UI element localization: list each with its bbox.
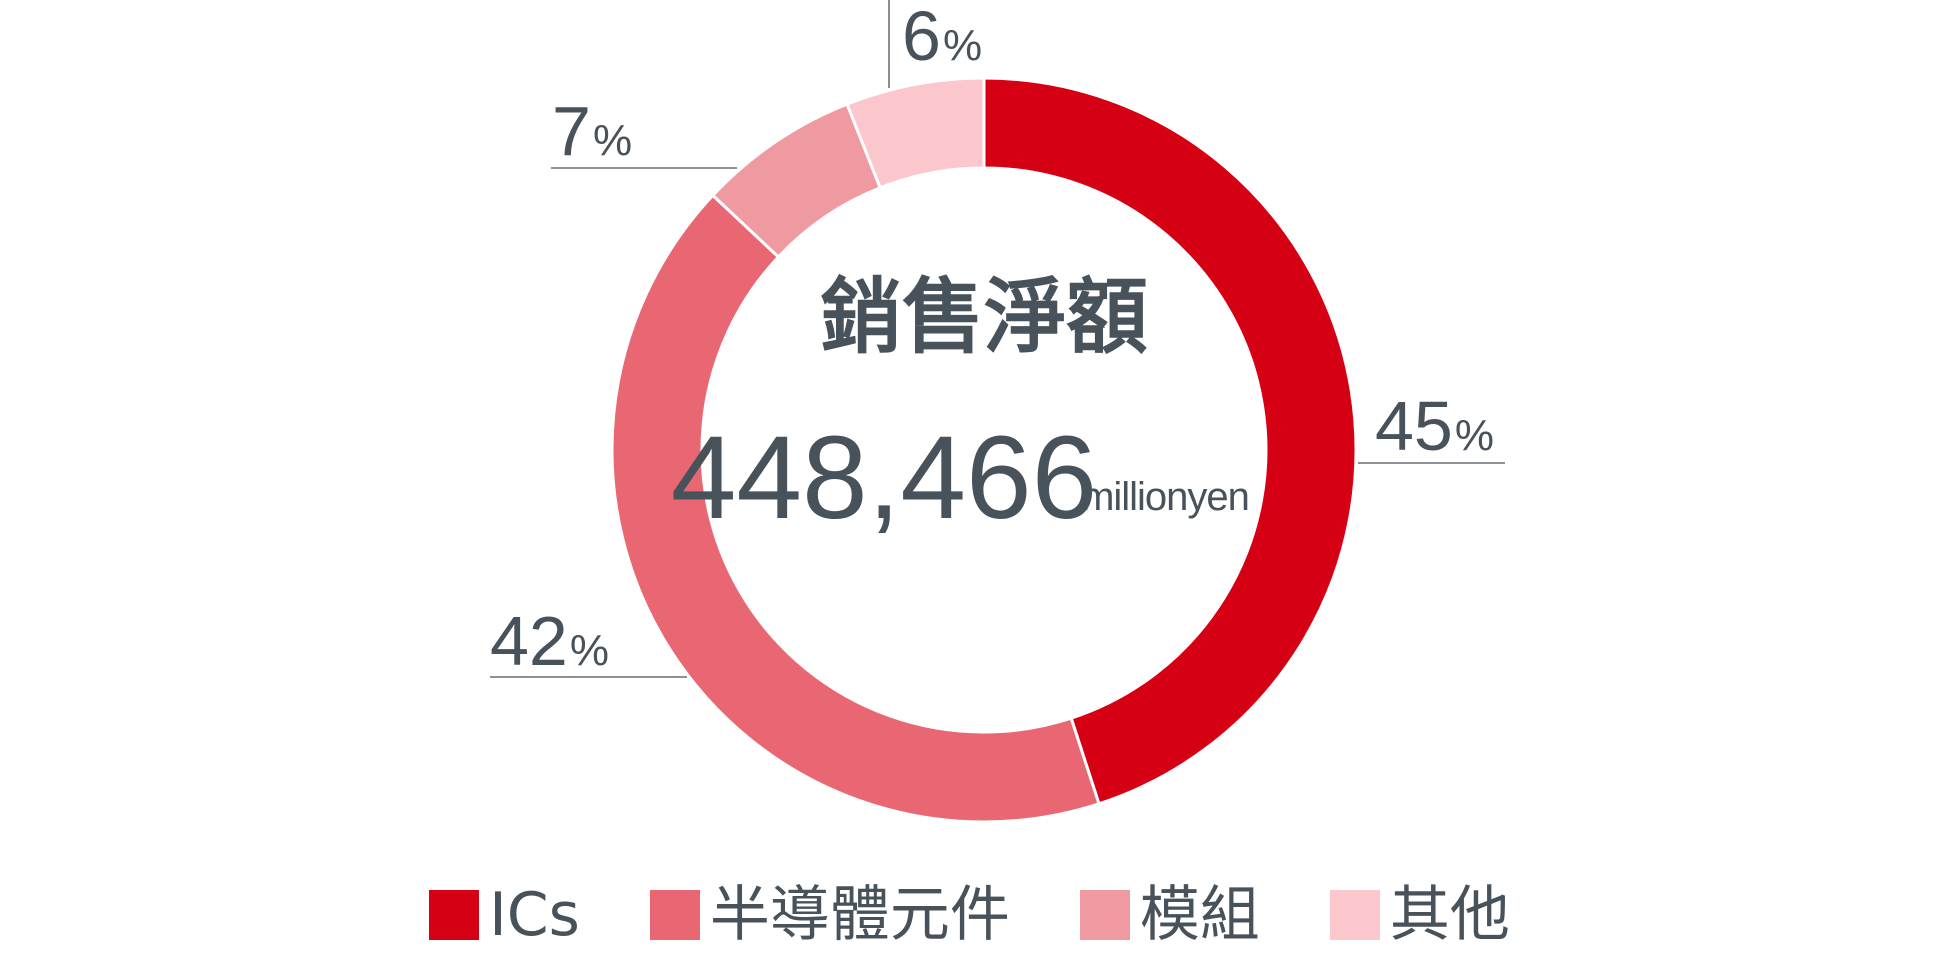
legend-item-series-4: 其他 <box>1329 880 1510 950</box>
center-unit: millionyen <box>1081 475 1249 519</box>
slice-series-2 <box>610 193 1101 824</box>
slice-ics <box>982 76 1358 806</box>
legend-item-series-2: 半導體元件 <box>649 880 1010 950</box>
legend-swatch <box>1329 890 1380 940</box>
percent-label-series-3: 7% <box>552 92 632 170</box>
legend-label: 模組 <box>1139 880 1260 950</box>
slice-series-4 <box>845 76 986 190</box>
center-title: 銷售淨額 <box>820 270 1148 365</box>
center-value: 448,466 <box>671 412 1098 544</box>
legend-swatch <box>649 890 700 940</box>
percent-labels: 45% 42% 7% 6% <box>490 0 1505 680</box>
legend-label: 其他 <box>1389 880 1510 950</box>
percent-label-series-2: 42% <box>490 602 609 680</box>
percent-label-series-4: 6% <box>902 0 982 75</box>
percent-label-ics: 45% <box>1375 387 1494 465</box>
legend: ICs 半導體元件 模組 其他 <box>0 880 1939 950</box>
legend-label: 半導體元件 <box>709 880 1010 950</box>
legend-swatch <box>429 890 480 940</box>
legend-label: ICs <box>489 880 580 950</box>
legend-item-series-3: 模組 <box>1079 880 1260 950</box>
donut-slices <box>610 76 1358 824</box>
legend-swatch <box>1079 890 1130 940</box>
legend-item-ics: ICs <box>429 880 580 950</box>
